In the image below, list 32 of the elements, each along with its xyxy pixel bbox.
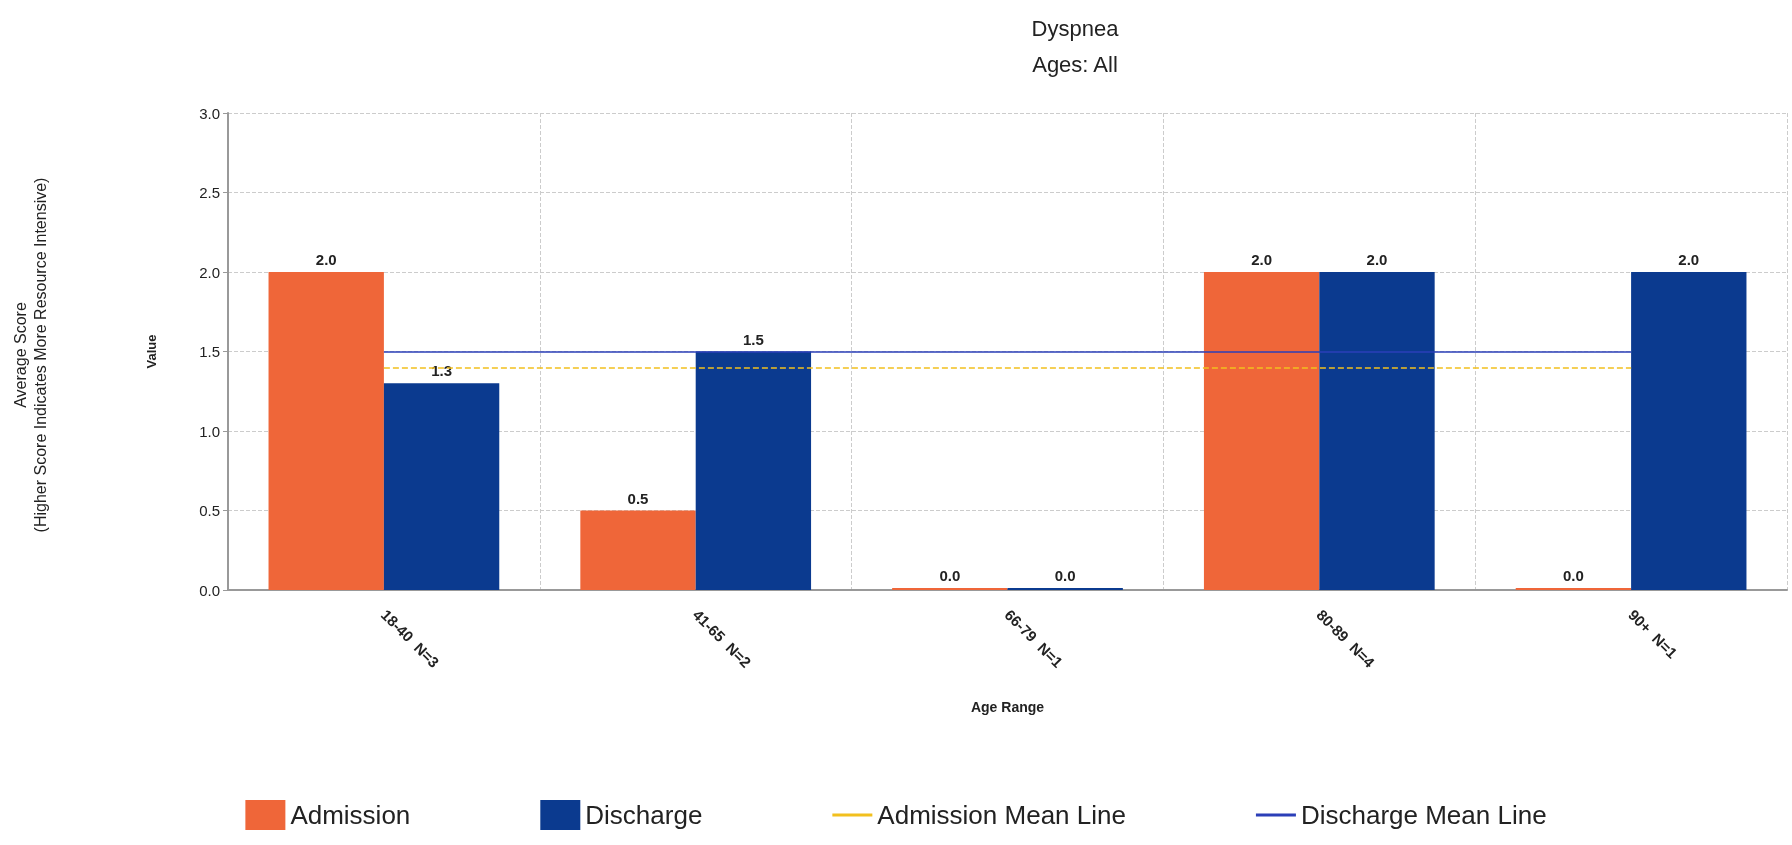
x-axis-title: Age Range <box>970 699 1045 715</box>
bar <box>580 510 696 590</box>
y-axis-title: Value <box>144 334 159 369</box>
data-label: 0.0 <box>1054 567 1076 584</box>
data-label: 0.5 <box>627 489 649 507</box>
bar <box>1319 272 1435 590</box>
data-label: 2.0 <box>1678 251 1700 268</box>
data-label: 2.0 <box>1366 251 1388 268</box>
y-tick-label: 1.0 <box>199 422 220 440</box>
legend-label: Discharge <box>585 800 703 830</box>
y-tick-label: 3.0 <box>199 104 220 122</box>
y-tick-label: 1.5 <box>199 343 220 360</box>
y-tick-label: 2.0 <box>199 263 220 281</box>
bar <box>1203 272 1320 590</box>
data-label: 2.0 <box>1251 251 1273 268</box>
y-tick-label: 0.0 <box>199 581 220 599</box>
legend-label: Admission Mean Line <box>877 800 1126 830</box>
data-label: 0.0 <box>1562 567 1584 584</box>
y-tick-label: 0.5 <box>199 502 220 519</box>
legend-label: Discharge Mean Line <box>1300 800 1547 830</box>
chart-subtitle: Ages: All <box>1032 51 1118 77</box>
data-label: 2.0 <box>315 251 337 268</box>
bar <box>1631 272 1747 590</box>
y-tick-label: 2.5 <box>199 184 220 201</box>
bar <box>268 272 384 590</box>
bar <box>695 351 812 590</box>
bar <box>383 383 500 590</box>
chart-title: Dyspnea <box>1031 15 1120 41</box>
data-label: 1.5 <box>742 330 764 348</box>
legend-label: Admission <box>290 800 411 830</box>
text: Average Score (Higher Score Indicates More Resource Intensive) <box>11 177 49 533</box>
data-label: 0.0 <box>939 567 961 584</box>
